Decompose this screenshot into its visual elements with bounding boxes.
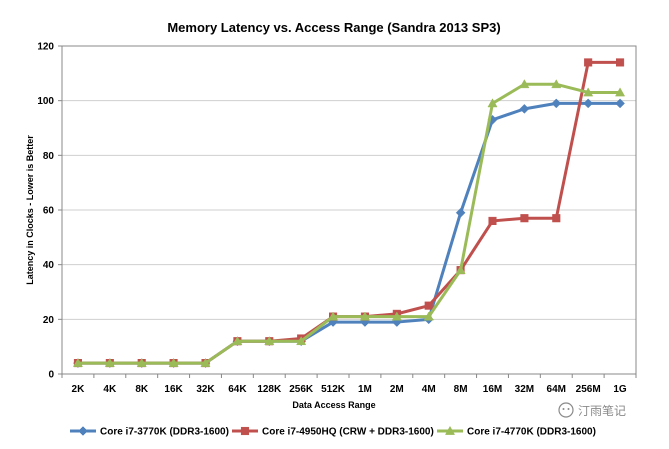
data-point (488, 216, 497, 225)
y-tick-label: 40 (43, 260, 55, 271)
legend: Core i7-3770K (DDR3-1600) Core i7-4950HQ … (70, 425, 596, 438)
x-tick-label: 64M (547, 384, 566, 395)
data-point (104, 357, 115, 367)
data-point (487, 98, 498, 108)
watermark-text: 汀雨笔记 (578, 403, 626, 418)
x-tick-label: 1M (358, 384, 372, 395)
chart-title: Memory Latency vs. Access Range (Sandra … (167, 20, 500, 35)
data-point (616, 58, 625, 67)
data-point (72, 357, 83, 367)
x-tick-label: 2M (390, 384, 404, 395)
data-point (520, 214, 529, 223)
data-point (615, 87, 626, 97)
y-tick-labels: 0 20 40 60 80 100 120 (37, 42, 62, 381)
legend-label: Core i7-3770K (DDR3-1600) (100, 427, 229, 438)
data-point (168, 357, 179, 367)
data-point (200, 357, 211, 367)
series-layer (72, 58, 626, 368)
y-tick-label: 80 (43, 151, 55, 162)
legend-item: Core i7-4770K (DDR3-1600) (437, 425, 596, 438)
x-tick-label: 256K (289, 384, 314, 395)
data-point (455, 265, 466, 274)
data-point (584, 58, 593, 67)
legend-label: Core i7-4770K (DDR3-1600) (467, 427, 596, 438)
data-point (391, 311, 402, 321)
data-point (583, 87, 594, 97)
x-tick-label: 64K (228, 384, 247, 395)
y-tick-label: 120 (37, 42, 54, 53)
x-tick-label: 2K (72, 384, 86, 395)
y-tick-label: 0 (48, 370, 54, 381)
gridlines (62, 100, 636, 320)
data-point (519, 79, 530, 89)
data-point (552, 214, 561, 223)
data-point (551, 79, 562, 89)
legend-item: Core i7-3770K (DDR3-1600) (70, 426, 229, 438)
series-line (77, 82, 621, 365)
y-axis-label: Latency in Clocks - Lower is Better (25, 135, 35, 285)
x-tick-label: 512K (321, 384, 346, 395)
series-3 (72, 79, 626, 367)
data-point (519, 104, 530, 114)
data-point (583, 98, 594, 109)
legend-marker (240, 426, 250, 436)
data-point (264, 336, 275, 346)
y-tick-label: 60 (43, 206, 55, 217)
x-tick-label: 128K (257, 384, 282, 395)
data-point (615, 98, 625, 109)
x-tick-label: 32M (515, 384, 534, 395)
legend-marker (78, 426, 88, 436)
watermark: 汀雨笔记 (558, 402, 626, 418)
x-tick-label: 16M (483, 384, 502, 395)
x-tick-label: 32K (196, 384, 215, 395)
x-tick-label: 8M (454, 384, 468, 395)
x-tick-label: 256M (576, 384, 601, 395)
legend-item: Core i7-4950HQ (CRW + DDR3-1600) (232, 427, 434, 438)
legend-label: Core i7-4950HQ (CRW + DDR3-1600) (262, 427, 434, 438)
x-tick-label: 4M (422, 384, 436, 395)
wechat-icon (558, 402, 574, 418)
data-point (359, 311, 370, 321)
x-axis-label: Data Access Range (292, 400, 375, 410)
x-tick-label: 1G (613, 384, 627, 395)
data-point (551, 98, 562, 109)
data-point (424, 301, 433, 310)
legend-marker (444, 425, 456, 435)
data-point (328, 311, 339, 321)
y-tick-label: 100 (37, 96, 54, 107)
data-point (423, 311, 434, 321)
x-tick-label: 8K (135, 384, 149, 395)
data-point (232, 336, 243, 346)
data-point (296, 336, 307, 346)
data-point (136, 357, 147, 367)
y-tick-label: 20 (43, 315, 55, 326)
x-tick-labels: 2K 4K 8K 16K 32K 64K 128K 256K 512K 1M 2M 4M 8M 16M 32… (61, 374, 637, 395)
x-tick-label: 4K (103, 384, 117, 395)
data-point (455, 207, 466, 218)
x-tick-label: 16K (164, 384, 183, 395)
